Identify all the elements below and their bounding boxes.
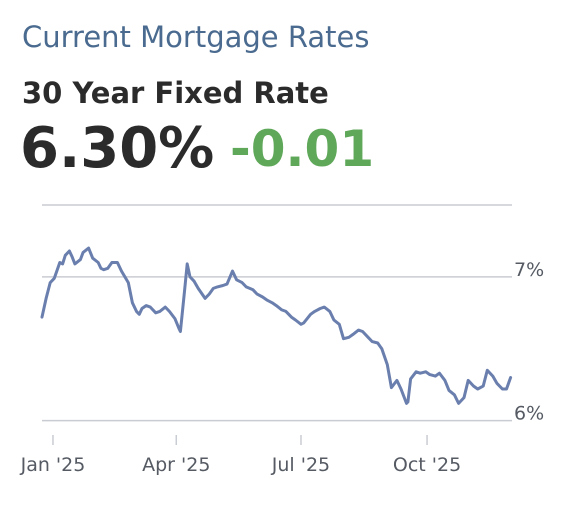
page-title: Current Mortgage Rates [22, 20, 370, 54]
rate-change: -0.01 [230, 120, 375, 178]
x-tick-label: Apr '25 [142, 454, 210, 476]
series-line-0 [40, 246, 513, 405]
x-tick-label: Jan '25 [20, 454, 86, 476]
x-tick-label: Oct '25 [393, 454, 461, 476]
current-rate: 6.30% [20, 116, 215, 181]
y-tick-label: 6% [514, 403, 544, 425]
y-tick-label: 7% [514, 259, 544, 281]
product-name: 30 Year Fixed Rate [22, 76, 329, 110]
x-tick-label: Jul '25 [271, 454, 330, 476]
